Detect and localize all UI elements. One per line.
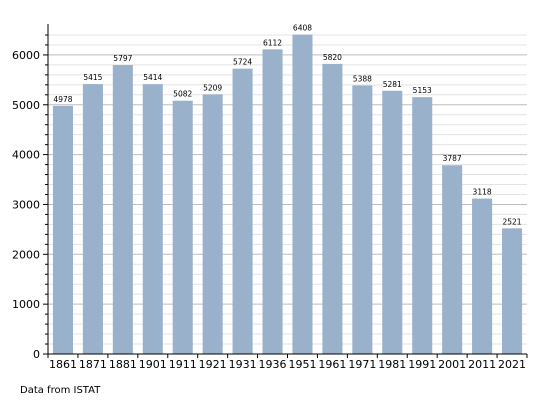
axes <box>43 24 528 358</box>
y-tick-label-4000: 4000 <box>12 149 40 162</box>
data-label-1871: 5415 <box>83 73 102 82</box>
x-tick-label-1911: 1911 <box>169 358 197 371</box>
bar-1961 <box>322 63 343 354</box>
data-label-1901: 5414 <box>143 73 162 82</box>
x-tick-label-1951: 1951 <box>288 358 316 371</box>
data-label-1931: 5724 <box>233 58 252 67</box>
bar-1936 <box>262 49 283 355</box>
data-label-2011: 3118 <box>473 188 492 197</box>
data-label-1936: 6112 <box>263 38 282 47</box>
x-tick-label-1971: 1971 <box>348 358 376 371</box>
data-label-1861: 4978 <box>53 95 72 104</box>
bar-2011 <box>472 198 493 354</box>
x-tick-label-1901: 1901 <box>139 358 167 371</box>
data-label-1961: 5820 <box>323 53 342 62</box>
x-tick-label-1921: 1921 <box>199 358 227 371</box>
data-label-1981: 5281 <box>383 80 402 89</box>
bar-1861 <box>52 105 73 354</box>
y-tick-label-2000: 2000 <box>12 248 40 261</box>
y-tick-label-1000: 1000 <box>12 298 40 311</box>
data-label-1971: 5388 <box>353 74 372 83</box>
x-tick-label-2011: 2011 <box>468 358 496 371</box>
data-label-1881: 5797 <box>113 54 132 63</box>
bar-1991 <box>412 97 433 355</box>
labels: 4978 1861 5415 1871 5797 1881 5414 1901 5082 1911… <box>12 24 526 371</box>
x-tick-label-1871: 1871 <box>79 358 107 371</box>
x-tick-label-2021: 2021 <box>498 358 526 371</box>
bar-1931 <box>232 68 253 355</box>
x-tick-label-1881: 1881 <box>109 358 137 371</box>
y-tick-label-3000: 3000 <box>12 198 40 211</box>
data-label-1991: 5153 <box>413 86 432 95</box>
bar-1981 <box>382 90 403 355</box>
y-tick-label-5000: 5000 <box>12 99 40 112</box>
data-label-1921: 5209 <box>203 83 222 92</box>
x-tick-label-1961: 1961 <box>318 358 346 371</box>
bar-1951 <box>292 34 313 354</box>
x-tick-label-1981: 1981 <box>378 358 406 371</box>
bar-1901 <box>142 84 163 354</box>
bar-2021 <box>502 228 523 354</box>
bar-1921 <box>202 94 223 355</box>
bar-1971 <box>352 85 373 354</box>
data-label-2021: 2521 <box>502 217 521 226</box>
bar-1881 <box>112 65 133 355</box>
bar-2001 <box>442 165 463 354</box>
data-label-2001: 3787 <box>443 154 462 163</box>
bar-1871 <box>82 84 103 355</box>
y-tick-label-0: 0 <box>33 348 40 361</box>
bar-1911 <box>172 100 193 354</box>
x-tick-label-1931: 1931 <box>229 358 257 371</box>
data-label-1951: 6408 <box>293 24 312 33</box>
x-tick-label-1991: 1991 <box>408 358 436 371</box>
x-tick-label-2001: 2001 <box>438 358 466 371</box>
bars <box>52 34 523 355</box>
data-label-1911: 5082 <box>173 90 192 99</box>
y-tick-label-6000: 6000 <box>12 49 40 62</box>
x-tick-label-1861: 1861 <box>49 358 77 371</box>
source-footnote: Data from ISTAT <box>20 385 101 396</box>
x-tick-label-1936: 1936 <box>259 358 287 371</box>
